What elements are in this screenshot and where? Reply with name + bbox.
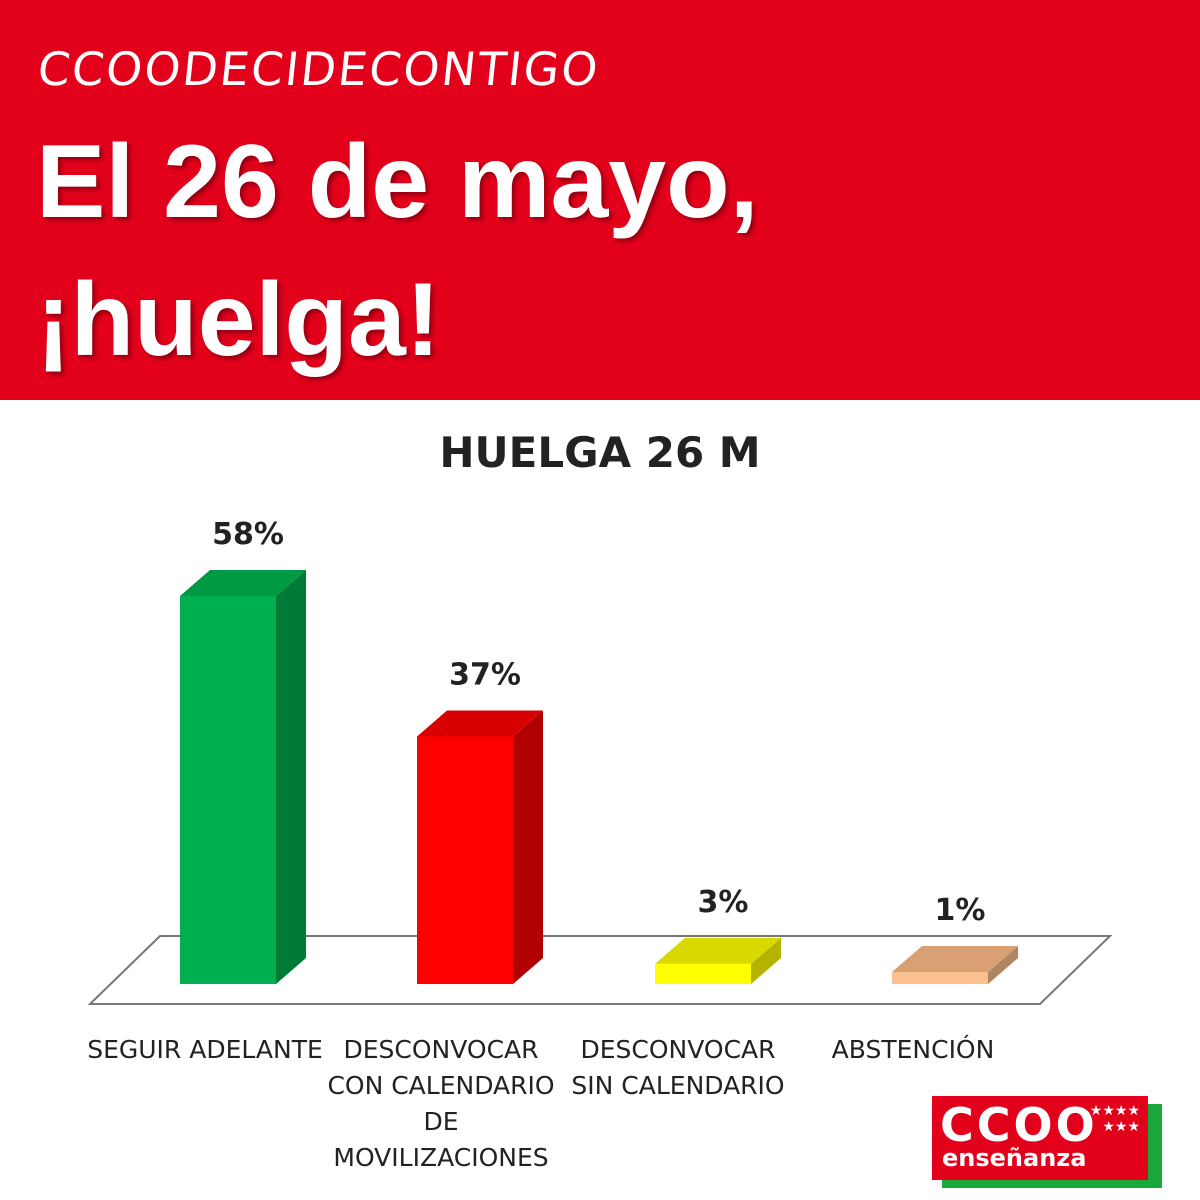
category-label-4-line-1: ABSTENCIÓN <box>831 1035 995 1064</box>
category-label-1-line-1: SEGUIR ADELANTE <box>87 1035 323 1064</box>
category-label-3-line-2: SIN CALENDARIO <box>571 1071 785 1100</box>
bar-3-top <box>655 937 781 964</box>
chart-floor <box>87 935 1113 1005</box>
headline-line-1: El 26 de mayo, <box>36 124 759 240</box>
category-label-4: ABSTENCIÓN <box>793 1032 1033 1068</box>
data-label-1: 58% <box>212 517 284 552</box>
bar-4-top <box>892 946 1018 972</box>
bar-1-side <box>276 570 306 984</box>
stars-icon: ★★★★ ★★★ <box>1089 1102 1140 1134</box>
data-label-3: 3% <box>698 885 749 920</box>
chart-title: HUELGA 26 M <box>439 428 761 477</box>
bar-3-front <box>655 963 751 984</box>
category-label-2: DESCONVOCAR CON CALENDARIO DE MOVILIZACIONE… <box>321 1032 561 1176</box>
headline-line-2: ¡huelga! <box>36 262 441 378</box>
bar-4-side <box>988 946 1018 984</box>
category-label-2-line-1: DESCONVOCAR <box>343 1035 539 1064</box>
category-label-2-line-4: MOVILIZACIONES <box>333 1143 549 1172</box>
ccoo-logo: CCOO ★★★★ ★★★ enseñanza <box>932 1096 1162 1188</box>
category-label-2-line-3: DE <box>423 1107 459 1136</box>
bar-1-front <box>180 596 276 984</box>
category-label-2-line-2: CON CALENDARIO <box>327 1071 555 1100</box>
data-label-4: 1% <box>935 893 986 928</box>
logo-wordmark: CCOO <box>940 1098 1098 1152</box>
bar-3-side <box>751 937 781 984</box>
bar-2-front <box>417 736 513 984</box>
bar-1-top <box>180 570 306 596</box>
category-label-1: SEGUIR ADELANTE <box>85 1032 325 1068</box>
header-banner: CCOODECIDECONTIGO El 26 de mayo, ¡huelga… <box>0 0 1200 400</box>
bar-4-front <box>892 972 988 984</box>
data-label-2: 37% <box>449 657 521 692</box>
category-label-3: DESCONVOCAR SIN CALENDARIO <box>558 1032 798 1104</box>
bar-2-side <box>513 710 543 984</box>
bar-2-top <box>417 710 543 737</box>
category-label-3-line-1: DESCONVOCAR <box>580 1035 776 1064</box>
logo-plate: CCOO ★★★★ ★★★ enseñanza <box>932 1096 1148 1180</box>
logo-subtitle: enseñanza <box>942 1144 1087 1172</box>
